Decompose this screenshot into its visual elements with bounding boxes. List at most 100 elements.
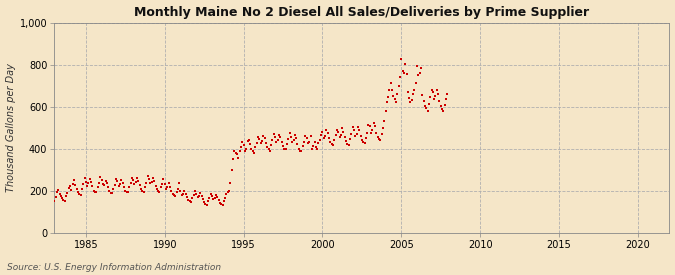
Point xyxy=(270,134,281,139)
Point xyxy=(103,185,113,189)
Point xyxy=(172,186,183,191)
Point xyxy=(144,177,155,181)
Point xyxy=(150,184,161,189)
Point xyxy=(380,108,391,113)
Point xyxy=(397,68,408,73)
Point xyxy=(391,100,402,104)
Point xyxy=(101,181,112,185)
Point xyxy=(387,87,398,92)
Point xyxy=(423,102,434,106)
Point xyxy=(90,189,101,194)
Point xyxy=(180,191,191,196)
Point xyxy=(132,176,142,180)
Point xyxy=(345,137,356,141)
Point xyxy=(50,195,61,200)
Point xyxy=(402,89,413,94)
Point xyxy=(298,140,309,144)
Point xyxy=(95,175,106,179)
Point xyxy=(283,137,294,141)
Point xyxy=(69,177,80,182)
Point xyxy=(76,186,87,191)
Point xyxy=(277,144,288,148)
Point xyxy=(51,190,62,194)
Point xyxy=(58,198,69,202)
Point xyxy=(395,75,406,79)
Point xyxy=(120,188,131,193)
Point xyxy=(165,185,176,189)
Point xyxy=(176,193,187,197)
Point xyxy=(388,94,399,98)
Point xyxy=(141,181,152,185)
Point xyxy=(266,143,277,147)
Point xyxy=(313,141,324,145)
Point xyxy=(356,138,367,142)
Point xyxy=(347,125,358,130)
Point xyxy=(350,134,360,138)
Point xyxy=(286,134,296,139)
Point xyxy=(252,134,263,139)
Point xyxy=(346,131,357,136)
Point xyxy=(59,198,70,203)
Point xyxy=(272,138,283,142)
Point xyxy=(275,134,286,139)
Point xyxy=(301,136,312,140)
Point xyxy=(404,96,414,100)
Point xyxy=(236,145,246,150)
Point xyxy=(155,185,166,189)
Text: Source: U.S. Energy Information Administration: Source: U.S. Energy Information Administ… xyxy=(7,263,221,272)
Point xyxy=(379,119,389,123)
Point xyxy=(412,64,423,68)
Point xyxy=(91,189,102,194)
Point xyxy=(184,199,195,204)
Point xyxy=(250,145,261,150)
Point xyxy=(376,131,387,136)
Point xyxy=(166,188,177,193)
Point xyxy=(370,124,381,128)
Point xyxy=(204,196,215,200)
Point xyxy=(190,188,200,193)
Point xyxy=(222,189,233,194)
Point xyxy=(255,141,266,145)
Point xyxy=(420,104,431,109)
Point xyxy=(196,194,207,198)
Point xyxy=(242,139,253,143)
Point xyxy=(187,196,198,200)
Point xyxy=(330,133,341,137)
Point xyxy=(433,92,443,96)
Point xyxy=(157,182,167,186)
Point xyxy=(291,136,302,140)
Point xyxy=(273,133,284,137)
Point xyxy=(312,146,323,151)
Point xyxy=(416,66,427,71)
Point xyxy=(78,182,88,186)
Point xyxy=(112,179,123,183)
Point xyxy=(348,127,359,132)
Point xyxy=(49,198,59,203)
Point xyxy=(435,104,446,109)
Point xyxy=(341,139,352,143)
Point xyxy=(205,191,216,196)
Point xyxy=(371,130,382,135)
Point xyxy=(310,145,321,150)
Point xyxy=(329,138,340,142)
Point xyxy=(405,100,416,104)
Point xyxy=(359,141,370,145)
Point xyxy=(406,98,417,102)
Point xyxy=(351,131,362,136)
Point xyxy=(192,195,203,199)
Point xyxy=(62,191,73,195)
Point xyxy=(137,188,148,193)
Point xyxy=(198,200,209,204)
Point xyxy=(287,140,298,144)
Point xyxy=(237,140,248,144)
Point xyxy=(240,148,250,153)
Point xyxy=(234,149,245,154)
Point xyxy=(167,191,178,196)
Point xyxy=(414,70,425,75)
Point xyxy=(247,148,258,153)
Point xyxy=(323,136,334,140)
Point xyxy=(276,140,287,144)
Point xyxy=(254,137,265,141)
Point xyxy=(133,179,144,183)
Point xyxy=(375,138,385,142)
